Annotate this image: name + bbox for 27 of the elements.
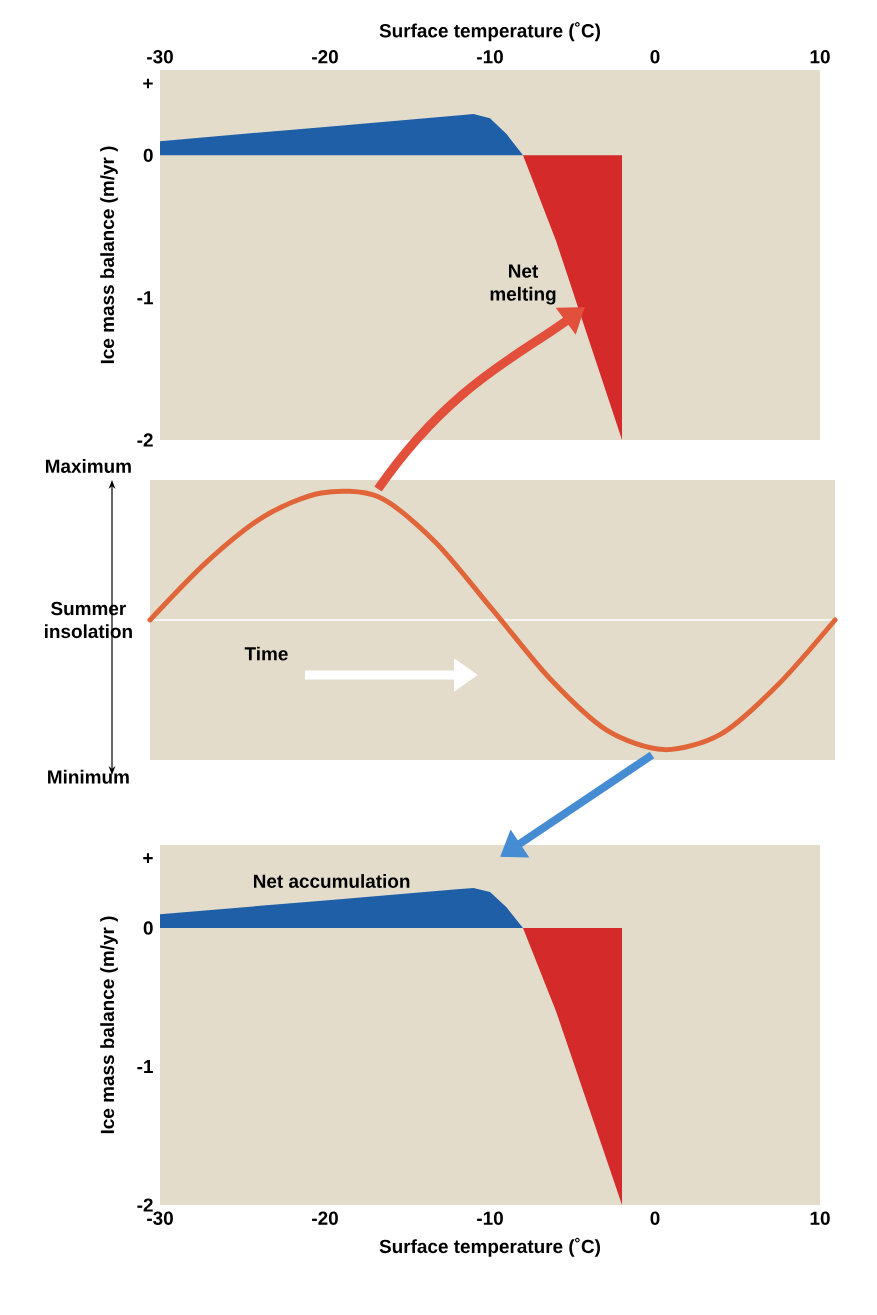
y-tick-label: 0 [143,921,153,935]
text: Maximum [45,459,131,473]
annotation: Net melting [490,264,556,305]
x-axis-title: Surface temperature (˚C) [379,22,600,42]
x-tick-label: -30 [147,1211,173,1225]
y-axis-title: Ice mass balance (m/yr ) [100,916,118,1134]
y-tick-label: -1 [137,291,153,305]
x-tick-label: -30 [147,50,173,64]
x-tick-label: 10 [810,50,830,64]
y-tick-label: -2 [137,433,153,447]
y-tick-label: + [143,78,153,89]
text: Minimum [48,769,129,784]
annotation: Time [244,646,288,661]
y-tick-label: + [143,853,153,863]
x-tick-label: -20 [312,1211,338,1225]
x-tick-label: 0 [650,1211,660,1225]
y-axis-title: Ice mass balance (m/yr ) [100,146,118,364]
x-tick-label: 10 [810,1211,830,1225]
y-tick-label: -2 [137,1198,153,1212]
y-tick-label: 0 [143,148,153,163]
x-tick-label: 0 [650,50,660,64]
x-tick-label: -10 [477,50,503,64]
x-tick-label: -20 [312,50,338,64]
x-axis-title: Surface temperature (˚C) [379,1237,600,1257]
y-tick-label: -1 [137,1060,153,1074]
x-tick-label: -10 [477,1211,503,1225]
annotation: Net accumulation [253,874,410,888]
